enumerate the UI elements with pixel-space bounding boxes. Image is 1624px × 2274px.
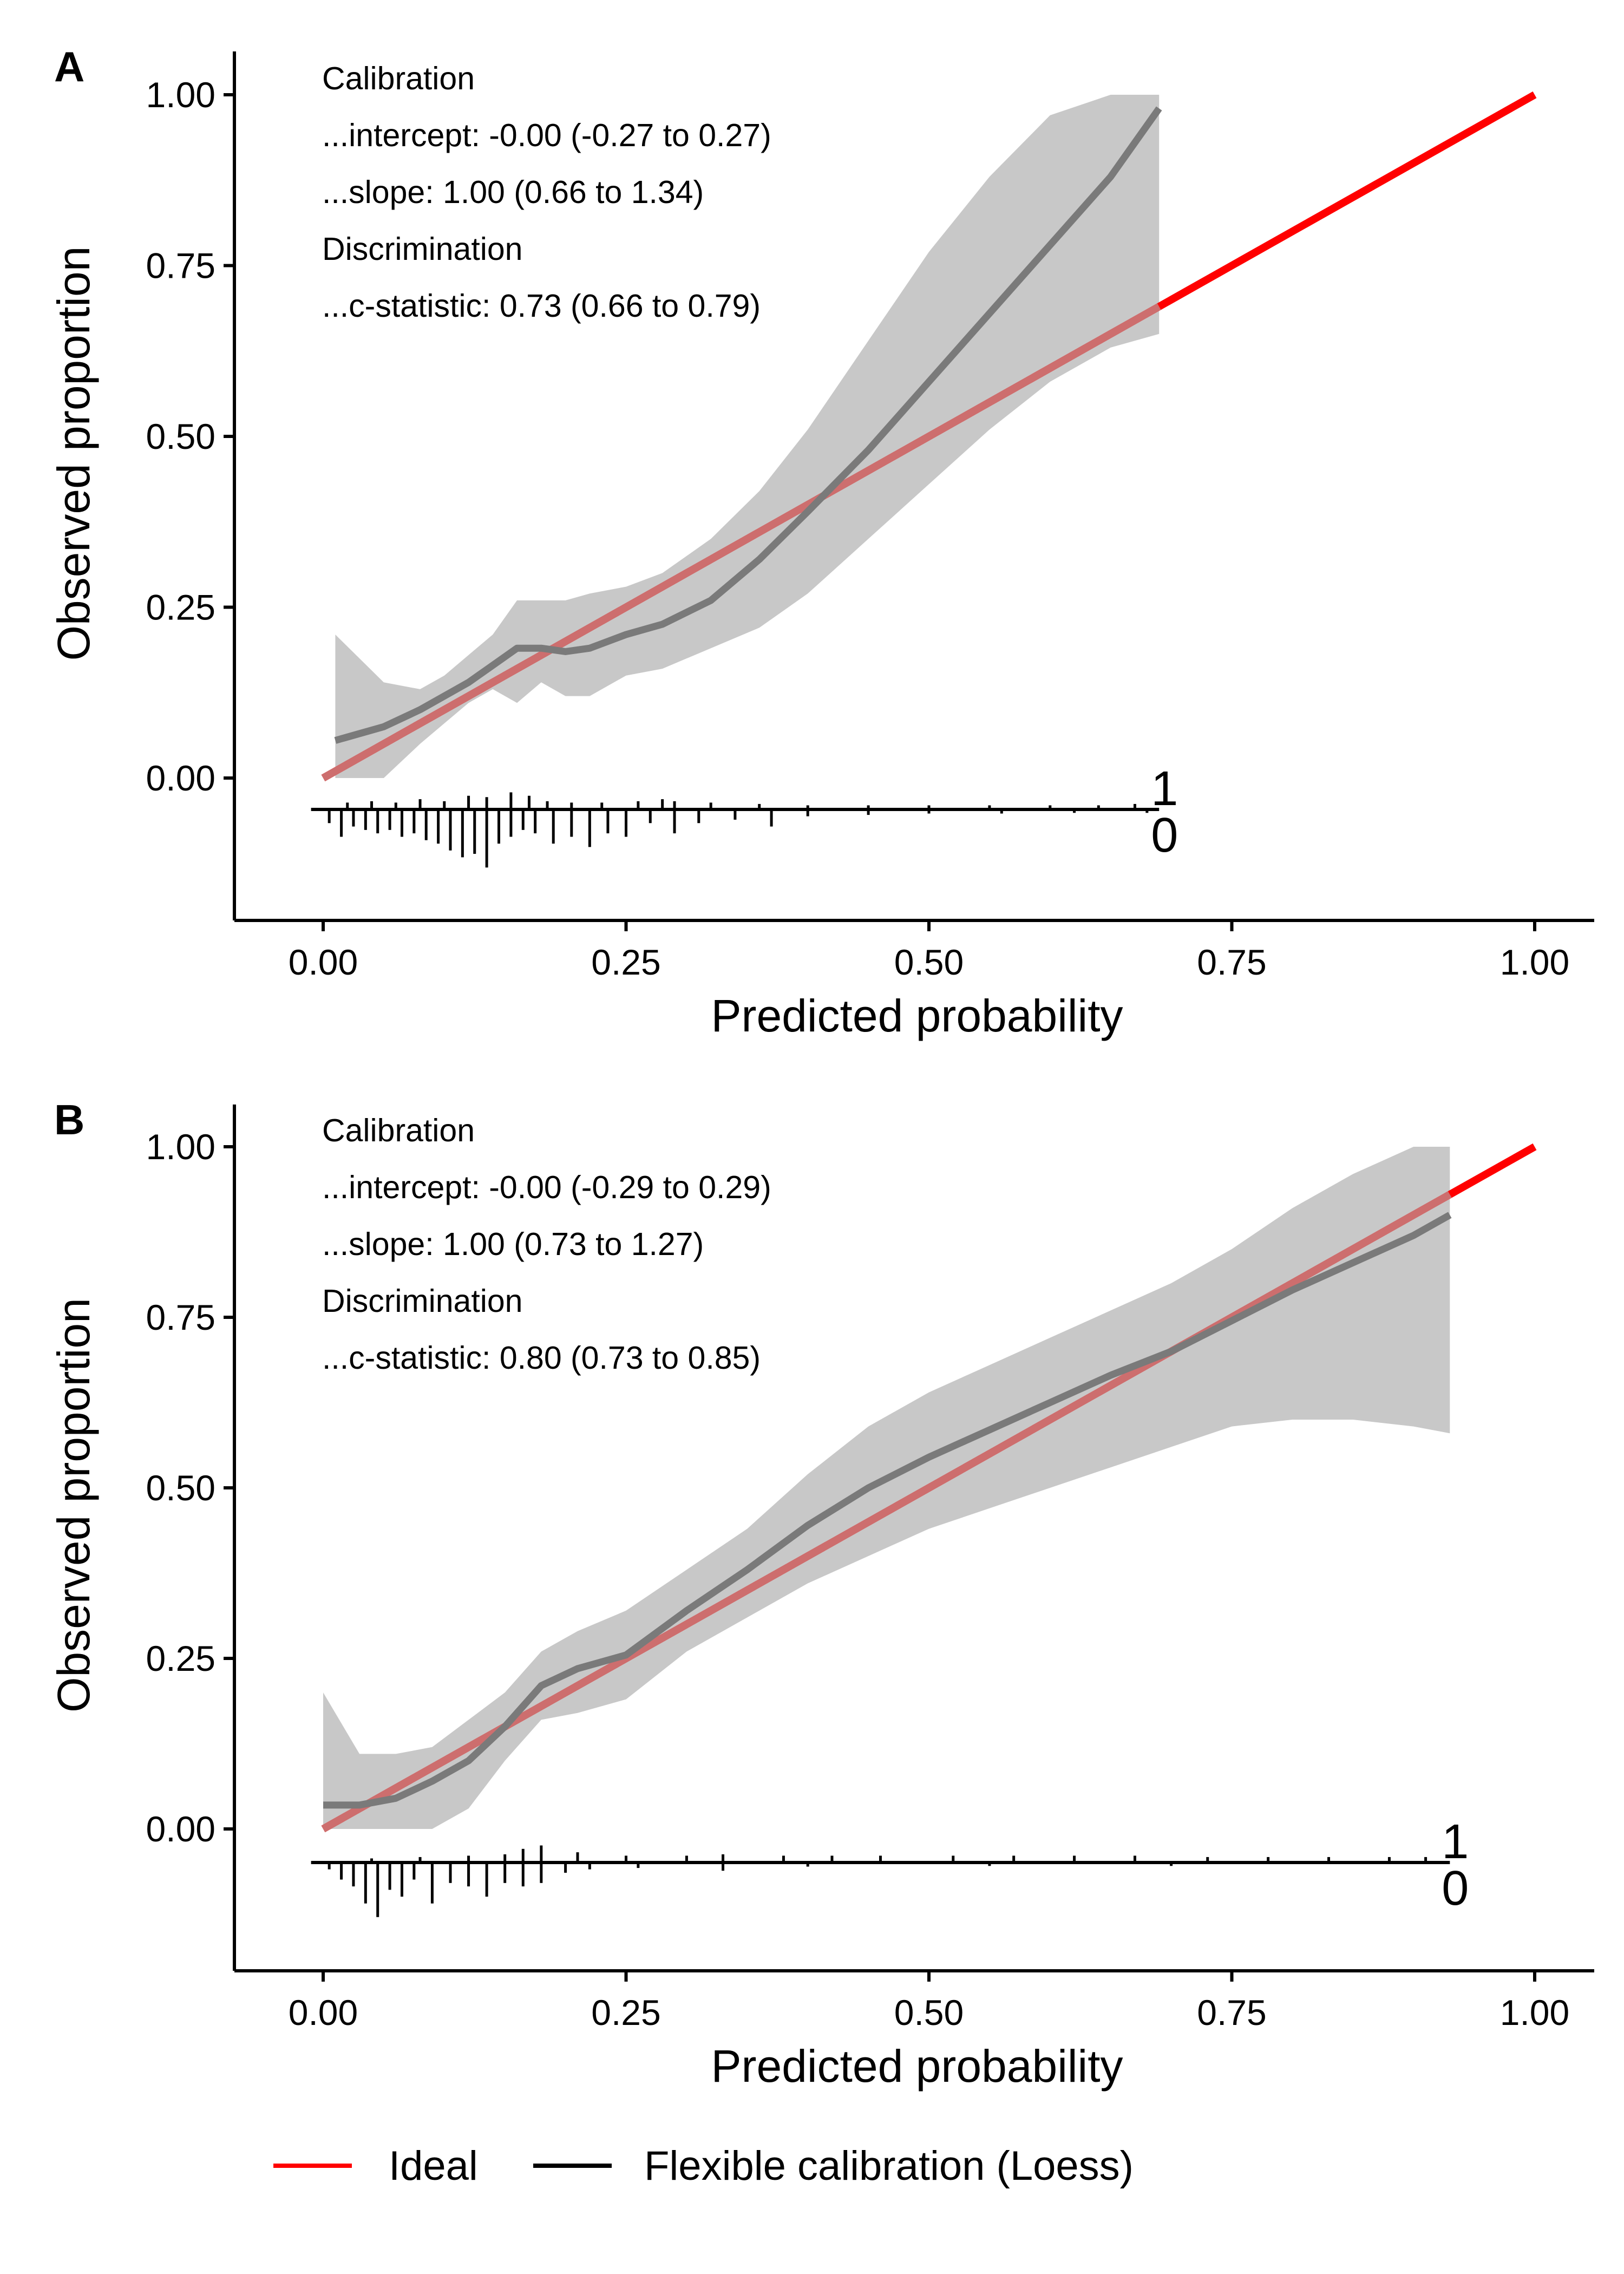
x-tick-label: 0.50 (894, 1992, 964, 2033)
stat-annotation: ...intercept: -0.00 (-0.27 to 0.27) (322, 117, 771, 153)
y-tick-label: 0.25 (146, 587, 215, 628)
stat-annotation: Discrimination (322, 1283, 522, 1319)
rug-label-nonevents: 0 (1442, 1861, 1469, 1916)
y-tick-label: 1.00 (146, 1127, 215, 1167)
y-tick-label: 1.00 (146, 75, 215, 115)
y-tick-label: 0.00 (146, 1809, 215, 1849)
stat-annotation: ...slope: 1.00 (0.73 to 1.27) (322, 1226, 704, 1262)
x-tick-label: 0.00 (289, 942, 358, 982)
y-tick-label: 0.75 (146, 1297, 215, 1337)
legend: Ideal Flexible calibration (Loess) (273, 2143, 1134, 2189)
y-tick-label: 0.50 (146, 1468, 215, 1508)
stat-annotation: Calibration (322, 61, 475, 96)
loess-line (323, 1212, 1452, 1809)
stat-annotation: ...intercept: -0.00 (-0.29 to 0.29) (322, 1169, 771, 1205)
y-tick-label: 0.25 (146, 1638, 215, 1678)
rug-label-events: 1 (1442, 1815, 1469, 1869)
y-axis-title: Observed proportion (48, 1298, 99, 1713)
x-tick-label: 0.00 (289, 1992, 358, 2033)
stat-annotation: ...c-statistic: 0.80 (0.73 to 0.85) (322, 1340, 761, 1376)
x-tick-label: 1.00 (1500, 1992, 1569, 2033)
stat-annotation: ...slope: 1.00 (0.66 to 1.34) (322, 174, 704, 210)
panel-tag: A (54, 43, 84, 90)
x-tick-label: 1.00 (1500, 942, 1569, 982)
confidence-band (335, 95, 1160, 778)
y-tick-label: 0.50 (146, 416, 215, 456)
y-axis-title: Observed proportion (48, 246, 99, 661)
stat-annotation: Calibration (322, 1113, 475, 1148)
legend-label-ideal: Ideal (389, 2143, 478, 2189)
loess-line (334, 106, 1162, 744)
x-tick-label: 0.75 (1197, 942, 1266, 982)
panel-a: A 10 0.00 0.25 0.50 0.75 1.00 0.00 0.25 0.50 0.75 1… (48, 43, 1594, 1041)
stat-annotation: Discrimination (322, 231, 522, 267)
rug-label-events: 1 (1151, 762, 1178, 816)
x-axis-title: Predicted probability (711, 2041, 1123, 2092)
legend-label-loess: Flexible calibration (Loess) (644, 2143, 1134, 2189)
x-tick-label: 0.50 (894, 942, 964, 982)
x-tick-label: 0.25 (591, 1992, 660, 2033)
x-tick-label: 0.75 (1197, 1992, 1266, 2033)
rug-label-nonevents: 0 (1151, 808, 1178, 862)
ideal-line-overlap (321, 303, 1161, 782)
x-axis-title: Predicted probability (711, 990, 1123, 1041)
panel-tag: B (54, 1096, 84, 1143)
x-tick-label: 0.25 (591, 942, 660, 982)
y-tick-label: 0.75 (146, 246, 215, 286)
y-tick-label: 0.00 (146, 758, 215, 798)
panel-b: B 10 0.00 0.25 0.50 0.75 1.00 0.00 0.25 0.50 0.75 1… (48, 1096, 1594, 2092)
stat-annotation: ...c-statistic: 0.73 (0.66 to 0.79) (322, 288, 761, 324)
